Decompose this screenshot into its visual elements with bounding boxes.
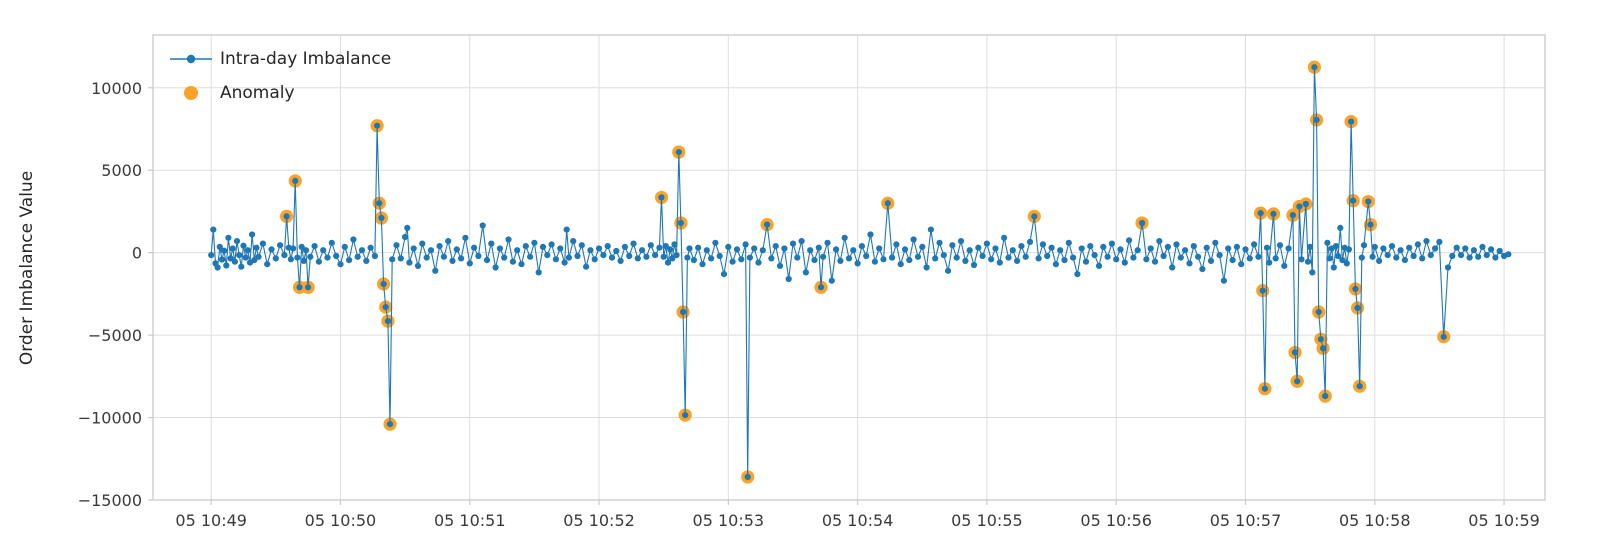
legend-label-intraday: Intra-day Imbalance	[220, 49, 392, 69]
x-tick-label: 05 10:58	[1339, 511, 1411, 530]
x-tick-label: 05 10:53	[693, 511, 765, 530]
intraday-imbalance-line	[210, 66, 1509, 478]
gridlines	[153, 35, 1545, 501]
x-tick-label: 05 10:50	[305, 511, 377, 530]
y-tick-label: −15000	[78, 491, 142, 510]
legend-item-anomaly: Anomaly	[162, 80, 391, 106]
y-tick-label: −5000	[88, 326, 142, 345]
y-tick-label: −10000	[78, 409, 142, 428]
legend-item-intraday-imbalance: Intra-day Imbalance	[162, 46, 391, 72]
x-tick-label: 05 10:54	[822, 511, 894, 530]
plot-border	[152, 34, 1546, 501]
y-tick-label: 10000	[91, 79, 142, 98]
y-tick-label: 0	[132, 244, 142, 263]
intraday-imbalance-points	[208, 64, 1512, 480]
x-tick-label: 05 10:55	[951, 511, 1023, 530]
y-tick-label: 5000	[101, 161, 142, 180]
x-tick-label: 05 10:52	[563, 511, 635, 530]
legend: Intra-day Imbalance Anomaly	[162, 46, 391, 106]
axis-ticks: 05 10:49 05 10:50 05 10:51 05 10:52 05 10:53…	[78, 79, 1540, 530]
anomaly-markers	[279, 60, 1451, 484]
x-tick-label: 05 10:51	[434, 511, 506, 530]
x-tick-label: 05 10:57	[1210, 511, 1282, 530]
line-with-dot-marker-icon	[162, 52, 220, 66]
anomaly-dot-marker-icon	[162, 86, 220, 100]
x-tick-label: 05 10:59	[1468, 511, 1540, 530]
legend-label-anomaly: Anomaly	[220, 83, 295, 103]
line-marker-svg	[170, 54, 212, 64]
y-axis-label: Order Imbalance Value	[17, 170, 37, 366]
x-tick-label: 05 10:49	[175, 511, 247, 530]
x-tick-label: 05 10:56	[1080, 511, 1152, 530]
